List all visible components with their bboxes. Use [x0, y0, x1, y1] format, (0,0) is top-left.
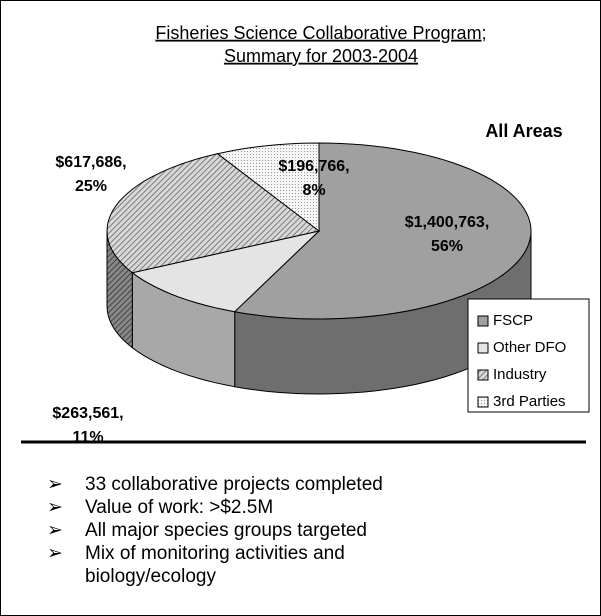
legend-swatch [477, 342, 489, 354]
slice [106, 153, 321, 274]
bullet: ➢ Value of work: >$2.5M [47, 496, 387, 519]
bullet-text: Mix of monitoring activities and biology… [85, 543, 345, 587]
data-label: 8% [302, 182, 325, 199]
legend-label: 3rd Parties [493, 393, 566, 410]
chart: Fisheries Science Collaborative Program;… [21, 23, 590, 446]
bullet-text: 33 collaborative projects completed [85, 474, 383, 495]
title-line: Summary for 2003-2004 [224, 46, 418, 66]
legend-label: FSCP [493, 312, 533, 329]
bullet-marker: ➢ [47, 497, 63, 518]
bullet-marker: ➢ [47, 474, 63, 495]
legend-swatch [477, 315, 489, 327]
bullet: ➢ 33 collaborative projects completed [47, 473, 387, 496]
data-label: 56% [431, 238, 463, 255]
legend-swatch [477, 369, 489, 381]
data-label: $263,561, [52, 405, 123, 422]
annotation: All Areas [485, 121, 562, 141]
bullet: ➢ Mix of monitoring activities and biolog… [47, 542, 387, 588]
bullet-marker: ➢ [47, 543, 63, 564]
legend-label: Other DFO [493, 339, 566, 356]
data-label: 25% [75, 178, 107, 195]
bullet: ➢ All major species groups targeted [47, 519, 387, 542]
slice [131, 230, 321, 313]
bullet-text: Value of work: >$2.5M [85, 497, 274, 518]
bullet-marker: ➢ [47, 520, 63, 541]
data-label: 11% [72, 429, 103, 446]
title-line: Fisheries Science Collaborative Program; [155, 23, 486, 43]
bullet-text: All major species groups targeted [85, 520, 367, 541]
data-label: $196,766, [278, 158, 349, 175]
slice [233, 142, 532, 320]
data-label: $617,686, [55, 154, 126, 171]
data-label: $1,400,763, [405, 214, 490, 231]
legend-swatch [477, 396, 489, 408]
bullet-list: ➢ 33 collaborative projects completed ➢ Val… [47, 473, 387, 588]
slice [216, 142, 320, 233]
legend-label: Industry [493, 366, 547, 383]
